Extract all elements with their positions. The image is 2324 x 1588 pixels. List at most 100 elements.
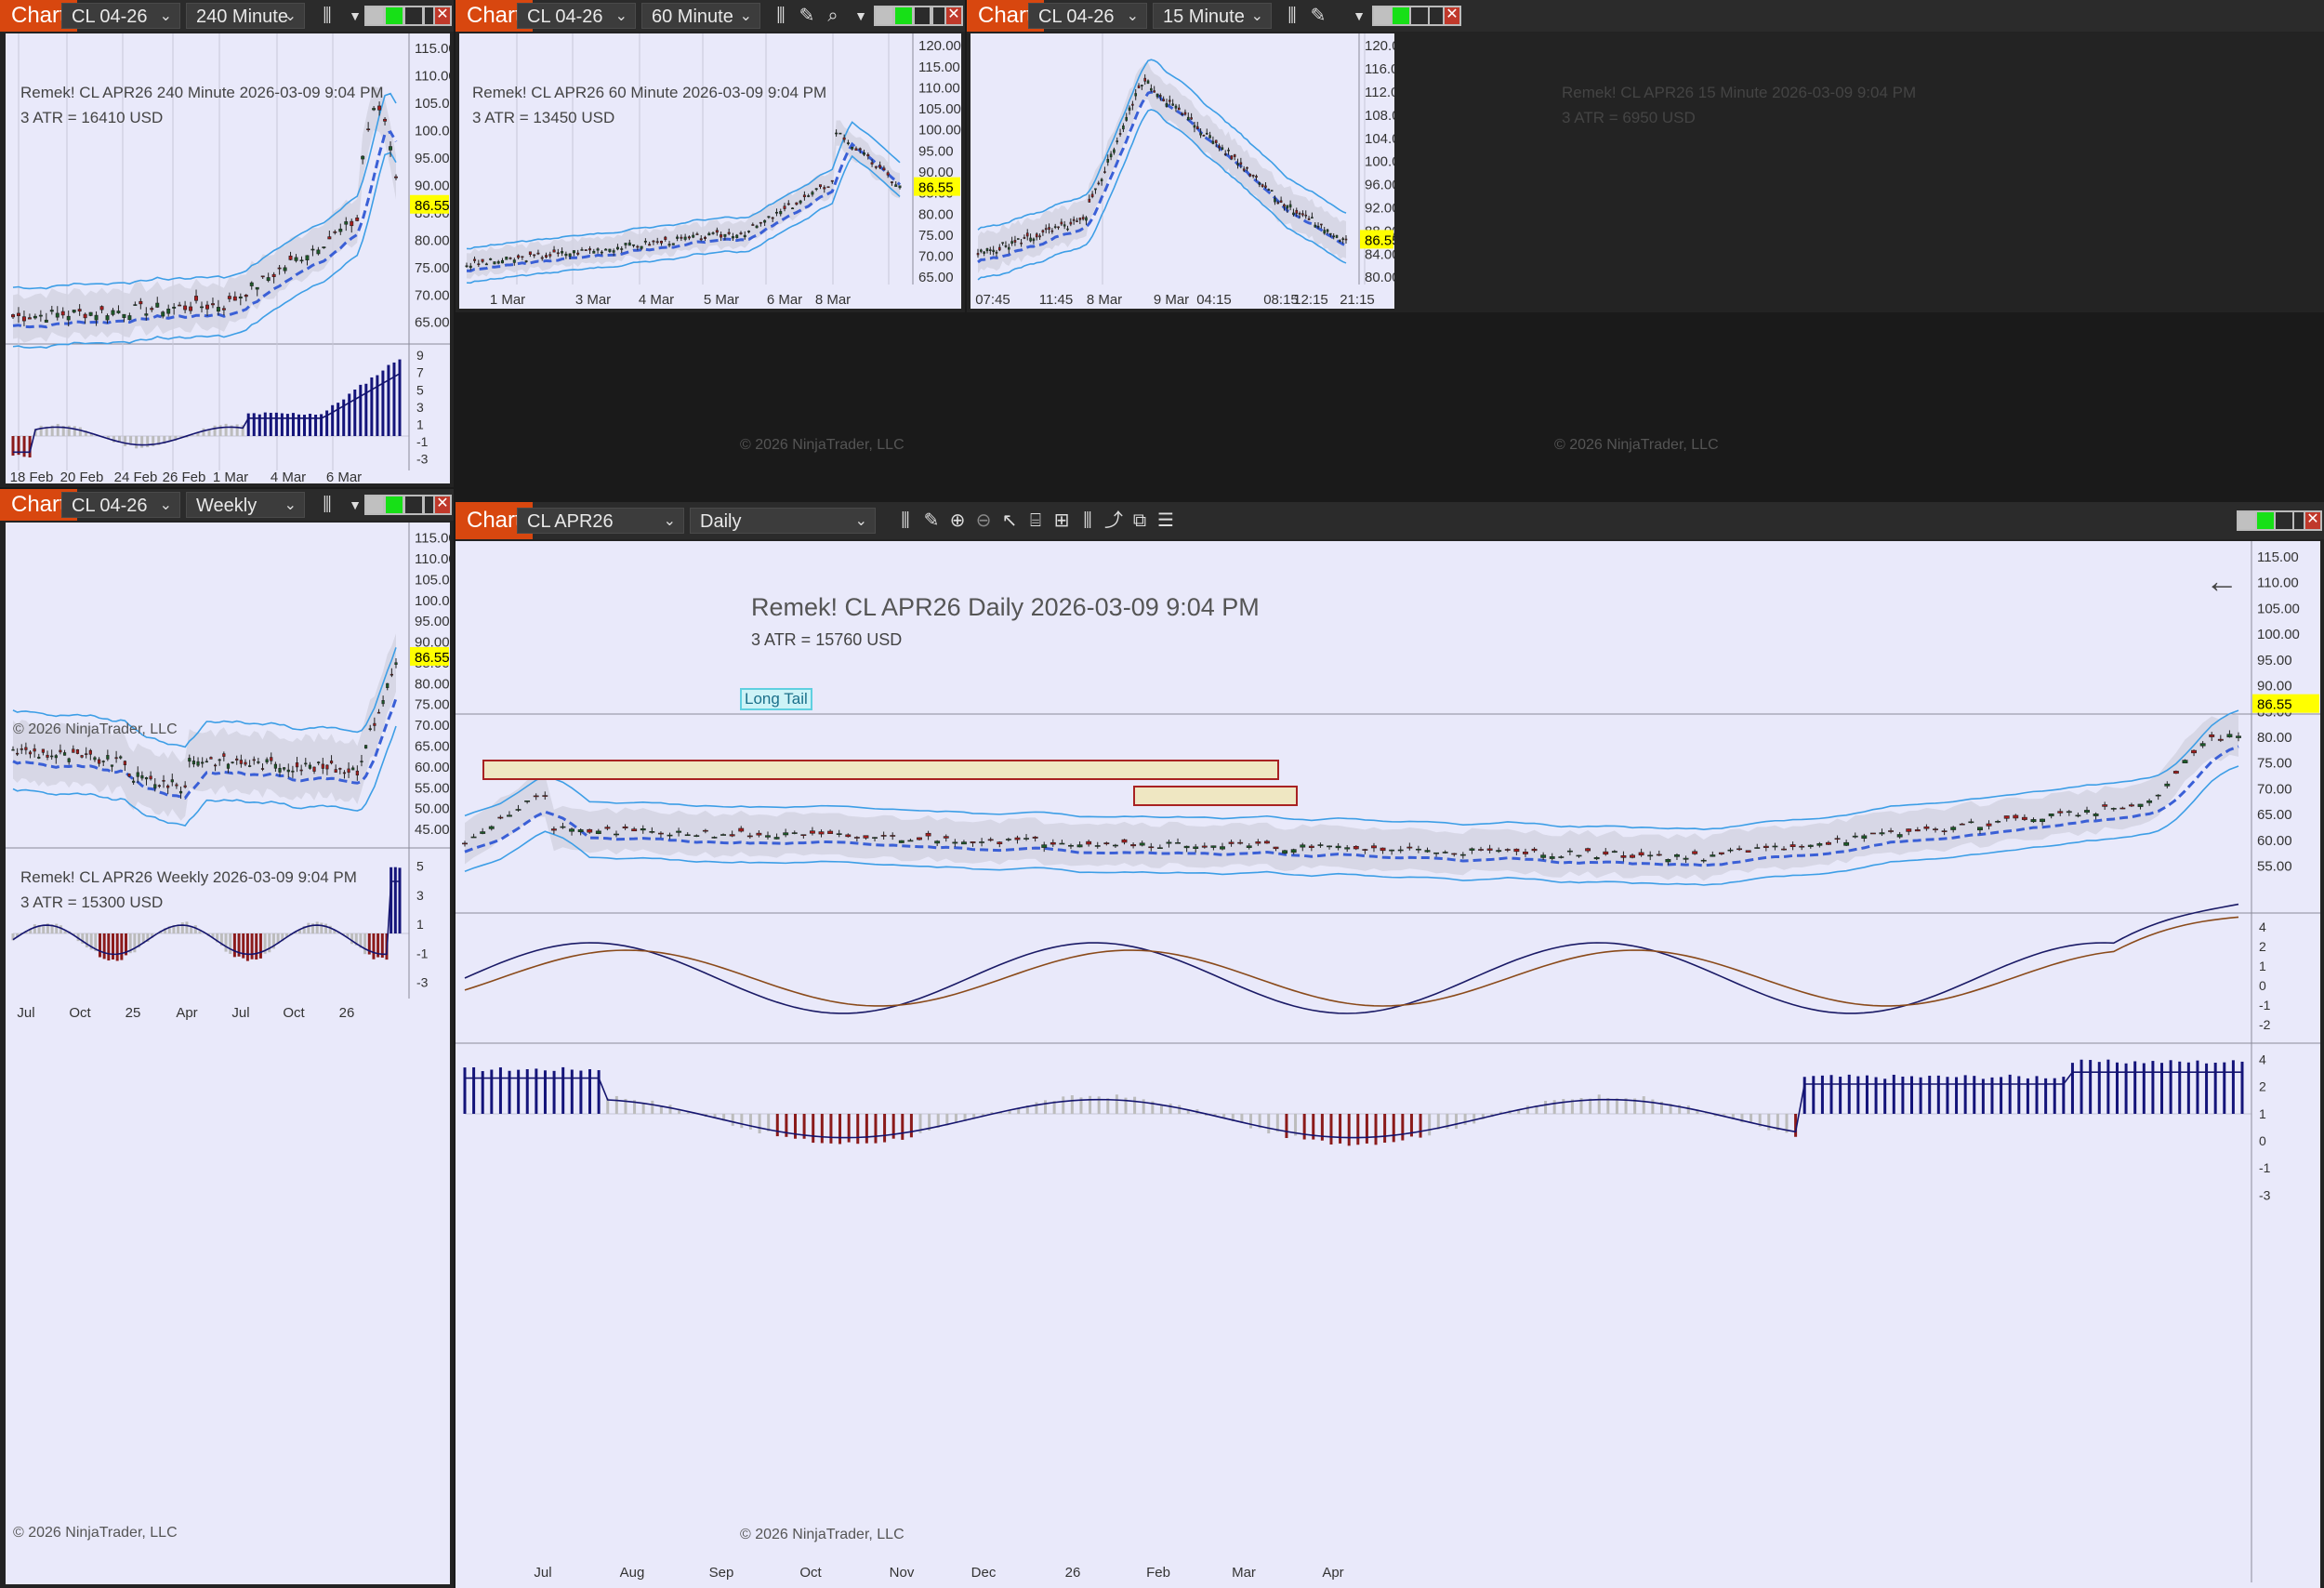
candle-body <box>640 827 646 831</box>
minimize-icon[interactable] <box>403 6 424 26</box>
green-square-icon[interactable] <box>893 6 914 26</box>
price-plot[interactable]: 120.00 115.00 110.00 105.00 100.00 95.00 90.00… <box>459 33 961 309</box>
green-square-icon[interactable] <box>384 6 404 26</box>
zoom-in-icon[interactable]: ⊕ <box>949 510 966 531</box>
histogram-bar <box>740 1114 744 1129</box>
interval-selector[interactable]: 60 Minute ⌄ <box>641 3 760 29</box>
green-square-icon[interactable] <box>1391 6 1411 26</box>
pencil-icon[interactable]: ✎ <box>1310 6 1327 26</box>
candle-body <box>172 306 177 309</box>
bar-type-icon[interactable]: ⫼ <box>1287 6 1297 26</box>
long-tail-label[interactable]: Long Tail <box>740 688 812 710</box>
minimize-icon[interactable] <box>403 495 424 515</box>
instrument-selector[interactable]: CL 04-26 ⌄ <box>61 492 180 518</box>
close-icon[interactable]: ✕ <box>433 6 452 26</box>
bar-type-icon[interactable]: ⫼ <box>323 6 332 26</box>
zoom-icon[interactable]: ⌕ <box>827 6 838 26</box>
close-icon[interactable]: ✕ <box>2304 510 2322 531</box>
dropdown-arrow-icon[interactable]: ▼ <box>854 8 867 23</box>
price-plot[interactable]: 115.00110.00105.00100.0095.0090.0085.008… <box>456 541 2320 1588</box>
gray-square-icon[interactable] <box>2237 510 2257 531</box>
dropdown-arrow-icon[interactable]: ▼ <box>1353 8 1366 23</box>
candle-body <box>67 758 71 762</box>
gray-square-icon[interactable] <box>364 495 385 515</box>
histogram-bar <box>758 1114 761 1134</box>
candle-body <box>201 761 205 764</box>
gray-square-icon[interactable] <box>874 6 894 26</box>
pointer-icon[interactable]: ↖ <box>1001 510 1018 531</box>
time-tick-label: 3 Mar <box>575 292 611 308</box>
data-box-icon[interactable]: ⌸ <box>1030 510 1041 531</box>
candle-body <box>1014 837 1021 840</box>
close-icon[interactable]: ✕ <box>1443 6 1461 26</box>
candle-body <box>631 828 638 832</box>
histogram-bar <box>498 1067 502 1114</box>
strategies-icon[interactable]: ⤴ <box>1104 510 1123 531</box>
histogram-bar <box>2017 1076 2021 1114</box>
histogram-bar <box>998 1112 1002 1114</box>
candle-body <box>809 830 815 834</box>
price-plot[interactable]: 115.00110.00105.00100.0095.0090.0085.008… <box>6 33 450 483</box>
list-icon[interactable]: ☰ <box>1157 510 1174 531</box>
properties-icon[interactable]: ⊞ <box>1053 510 1070 531</box>
close-icon[interactable]: ✕ <box>944 6 963 26</box>
pencil-icon[interactable]: ✎ <box>799 6 815 26</box>
candle-body <box>1150 87 1153 91</box>
histogram-bar <box>1312 1114 1315 1140</box>
candle-body <box>671 243 675 245</box>
candle-body <box>1131 103 1134 106</box>
candle-body <box>11 314 15 318</box>
indicators-icon[interactable]: ⫼ <box>1083 510 1092 531</box>
instrument-selector[interactable]: CL 04-26 ⌄ <box>1028 3 1147 29</box>
histogram-bar <box>1606 1098 1610 1114</box>
candle-body <box>238 296 243 298</box>
histogram-bar <box>785 1114 788 1137</box>
interval-selector[interactable]: 15 Minute ⌄ <box>1153 3 1272 29</box>
back-arrow-icon[interactable]: ← <box>2205 562 2238 600</box>
instrument-selector[interactable]: CL 04-26 ⌄ <box>61 3 180 29</box>
histogram-bar <box>1669 1104 1672 1114</box>
interval-selector[interactable]: 240 Minute ⌄ <box>186 3 305 29</box>
candle-body <box>299 259 304 262</box>
instrument-selector[interactable]: CL APR26 ⌄ <box>517 508 684 534</box>
time-tick-label: Oct <box>799 1565 822 1581</box>
candle-body <box>1156 847 1163 849</box>
zoom-out-icon[interactable]: ⊖ <box>975 510 992 531</box>
minimize-icon[interactable] <box>1409 6 1430 26</box>
time-tick-label: 08:15 <box>1263 292 1299 308</box>
bar-type-icon[interactable]: ⫼ <box>776 6 786 26</box>
templates-icon[interactable]: ⧉ <box>1132 510 1147 531</box>
price-plot[interactable]: 115.00110.00105.00100.0095.0090.0085.008… <box>6 523 450 1584</box>
interval-selector[interactable]: Daily ⌄ <box>690 508 876 534</box>
candle-body <box>1896 834 1903 838</box>
green-square-icon[interactable] <box>384 495 404 515</box>
pencil-icon[interactable]: ✎ <box>923 510 940 531</box>
indicator-tick-label: 0 <box>2259 1133 2266 1148</box>
gray-square-icon[interactable] <box>1372 6 1393 26</box>
candle-body <box>1772 845 1778 848</box>
instrument-selector[interactable]: CL 04-26 ⌄ <box>517 3 636 29</box>
interval-selector[interactable]: Weekly ⌄ <box>186 492 305 518</box>
candle-body <box>995 251 998 254</box>
candle-body <box>1109 153 1113 158</box>
gray-square-icon[interactable] <box>364 6 385 26</box>
close-icon[interactable]: ✕ <box>433 495 452 515</box>
candle-body <box>1968 821 1974 824</box>
histogram-bar <box>1723 1114 1726 1116</box>
candle-body <box>465 265 469 268</box>
dropdown-arrow-icon[interactable]: ▼ <box>349 8 362 23</box>
green-square-icon[interactable] <box>2255 510 2276 531</box>
histogram-bar <box>472 1066 476 1114</box>
histogram-bar <box>1392 1114 1395 1143</box>
price-plot[interactable]: 120.00 116.00 112.00 108.00 104.00 100.00 96.0… <box>971 33 1394 309</box>
candle-body <box>2102 804 2108 807</box>
minimize-icon[interactable] <box>913 6 933 26</box>
histogram-bar <box>1624 1098 1628 1114</box>
candle-body <box>1230 155 1234 160</box>
minimize-icon[interactable] <box>2274 510 2294 531</box>
bar-type-icon[interactable]: ⫼ <box>323 495 332 515</box>
candle-body <box>1081 217 1085 219</box>
histogram-bar <box>314 415 318 436</box>
dropdown-arrow-icon[interactable]: ▼ <box>349 497 362 512</box>
bar-type-icon[interactable]: ⫼ <box>901 510 910 531</box>
